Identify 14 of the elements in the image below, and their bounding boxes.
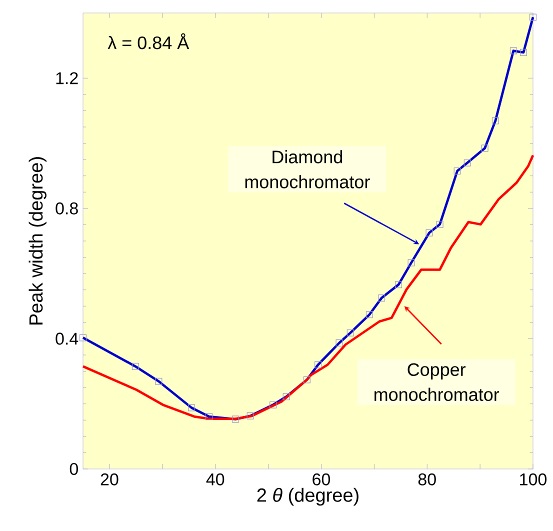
y-tick-label: 0 bbox=[70, 462, 78, 476]
x-tick-label: 40 bbox=[206, 473, 224, 486]
x-tick-label: 100 bbox=[520, 473, 547, 486]
x-tick-label: 60 bbox=[312, 473, 330, 486]
x-tick-label: 80 bbox=[418, 473, 436, 486]
y-tick-label: 0.4 bbox=[56, 332, 78, 345]
annotation: λ = 0.84 Å bbox=[108, 33, 190, 50]
y-axis-title: Peak width (degree) bbox=[28, 157, 46, 324]
x-axis-title: 2 θ (degree) bbox=[257, 488, 358, 506]
y-tick-label: 1.2 bbox=[56, 72, 78, 84]
annotation: Diamond monochromator bbox=[245, 150, 370, 188]
x-tick-label: 20 bbox=[100, 473, 118, 486]
y-tick-label: 0.8 bbox=[56, 202, 78, 214]
annotation: Copper monochromator bbox=[374, 363, 500, 401]
